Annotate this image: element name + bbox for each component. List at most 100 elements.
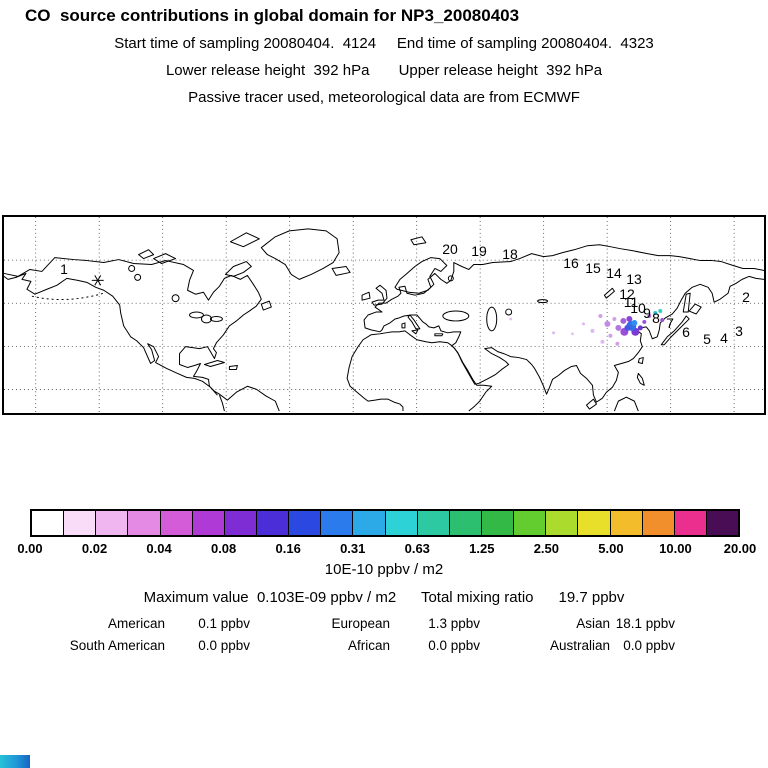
bottom-left-logo bbox=[0, 755, 30, 768]
plume-cell bbox=[552, 331, 556, 335]
track-point-label-7: 7 bbox=[666, 315, 674, 331]
colorbar-segment bbox=[160, 511, 193, 535]
coast-japan bbox=[660, 292, 702, 346]
lake-ontario bbox=[209, 315, 223, 322]
plume-cell bbox=[612, 316, 617, 321]
coastlines bbox=[4, 228, 764, 412]
track-start-marker bbox=[91, 275, 104, 286]
colorbar-tick-label: 0.31 bbox=[340, 541, 366, 556]
coast-mediterranean bbox=[401, 314, 444, 337]
colorbar-tick-label: 1.25 bbox=[469, 541, 495, 556]
plume-cell bbox=[608, 333, 613, 338]
colorbar-segment bbox=[321, 511, 354, 535]
colorbar-segment bbox=[256, 511, 290, 535]
lake-winnipeg bbox=[171, 294, 180, 303]
colorbar-tick-label: 0.08 bbox=[210, 541, 237, 556]
colorbar-segment bbox=[128, 511, 161, 535]
contribution-value: 0.0 ppbv bbox=[198, 638, 250, 653]
contributions-table: American 0.1 ppbv European 1.3 ppbv Asia… bbox=[40, 616, 675, 653]
track-point-label-14: 14 bbox=[606, 265, 622, 281]
contribution-label: American bbox=[107, 616, 165, 631]
colorbar-tick-label: 0.04 bbox=[146, 541, 172, 556]
plume-cell bbox=[604, 320, 611, 327]
plume-cell bbox=[615, 324, 622, 331]
colorbar-tick-label: 2.50 bbox=[533, 541, 560, 556]
track-point-label-12: 12 bbox=[619, 286, 635, 302]
colorbar-tick-label: 0.02 bbox=[81, 541, 108, 556]
track-point-label-18: 18 bbox=[502, 246, 518, 262]
track-point-label-13: 13 bbox=[626, 271, 642, 287]
plume-cell bbox=[642, 319, 647, 324]
plume-cell bbox=[590, 328, 595, 333]
lake-baikal bbox=[603, 287, 615, 299]
lake-balkhash bbox=[537, 299, 549, 304]
track-point-label-4: 4 bbox=[720, 330, 728, 346]
page-title: CO source contributions in global domain… bbox=[25, 6, 520, 25]
plume-cell bbox=[581, 322, 585, 326]
colorbar-segment bbox=[514, 511, 547, 535]
colorbar-segment bbox=[64, 511, 97, 535]
plume-cell bbox=[600, 339, 605, 344]
track-point-label-20: 20 bbox=[442, 241, 458, 257]
contribution-value: 18.1 ppbv bbox=[615, 616, 675, 631]
lake-black-sea bbox=[442, 310, 470, 322]
colorbar-segment bbox=[546, 511, 579, 535]
colorbar-tick-label: 0.16 bbox=[275, 541, 301, 556]
track-start-marker-line bbox=[94, 275, 102, 286]
track-point-label-6: 6 bbox=[682, 324, 690, 340]
coast-greenland bbox=[260, 228, 427, 280]
colorbar-units: 10E-10 ppbv / m2 bbox=[324, 561, 444, 578]
colorbar-segment bbox=[289, 511, 322, 535]
contribution-label: European bbox=[331, 616, 390, 631]
colorbar bbox=[30, 509, 740, 537]
contribution-label: South American bbox=[69, 638, 165, 653]
colorbar-segment bbox=[610, 511, 643, 535]
max-value-line: Maximum value 0.103E-09 ppbv / m2 Total … bbox=[143, 589, 625, 606]
coast-africa bbox=[346, 330, 493, 412]
coast-arctic-islands bbox=[138, 232, 272, 370]
colorbar-segment bbox=[642, 511, 675, 535]
plume-cell bbox=[509, 317, 513, 321]
colorbar-segment bbox=[353, 511, 386, 535]
colorbar-segment bbox=[706, 511, 739, 535]
lake-great-bear bbox=[128, 265, 136, 272]
tracer-info-line: Passive tracer used, meteorological data… bbox=[188, 89, 580, 106]
track-point-label-10: 10 bbox=[630, 300, 646, 316]
coast-scandinavia bbox=[394, 257, 448, 294]
colorbar-segment bbox=[449, 511, 482, 535]
contribution-value: 0.0 ppbv bbox=[428, 638, 480, 653]
release-height-line: Lower release height 392 hPa Upper relea… bbox=[165, 62, 603, 79]
colorbar-segment bbox=[385, 511, 418, 535]
plume-cell bbox=[624, 324, 631, 331]
colorbar-segment bbox=[674, 511, 707, 535]
colorbar-tick-row: 0.00 0.02 0.04 0.08 0.16 0.31 0.63 1.25 2.50 5.00… bbox=[17, 541, 756, 557]
colorbar-segment bbox=[481, 511, 515, 535]
contribution-label: Asian bbox=[576, 616, 610, 631]
coast-aleutians bbox=[31, 292, 104, 301]
plume-cell bbox=[571, 332, 574, 336]
plume-cell bbox=[658, 309, 663, 314]
track-point-label-9: 9 bbox=[643, 305, 651, 321]
plume-cell bbox=[637, 325, 643, 331]
colorbar-segment bbox=[96, 511, 129, 535]
colorbar-tick-label: 5.00 bbox=[598, 541, 624, 556]
plume-cell bbox=[660, 317, 665, 322]
contribution-value: 0.1 ppbv bbox=[198, 616, 250, 631]
plume-cell bbox=[626, 315, 633, 322]
contribution-label: Australian bbox=[549, 638, 610, 653]
lake-huron bbox=[200, 314, 212, 324]
world-map-panel: 1 2 3 4 5 6 7 8 9 10 11 12 13 14 15 16 18 19 20 bbox=[2, 215, 766, 415]
lake-caspian bbox=[486, 306, 498, 332]
coast-north-america bbox=[4, 257, 280, 412]
track-point-label-19: 19 bbox=[471, 243, 487, 259]
track-point-label-11: 11 bbox=[623, 294, 639, 310]
track-point-label-2: 2 bbox=[742, 289, 750, 305]
track-point-label-3: 3 bbox=[735, 323, 743, 339]
concentration-plume bbox=[509, 309, 665, 346]
track-point-label-16: 16 bbox=[563, 255, 579, 271]
plume-cell bbox=[620, 317, 627, 324]
colorbar-segment bbox=[417, 511, 450, 535]
colorbar-segment bbox=[224, 511, 257, 535]
colorbar-tick-label: 20.00 bbox=[723, 541, 757, 556]
contribution-label: African bbox=[347, 638, 390, 653]
